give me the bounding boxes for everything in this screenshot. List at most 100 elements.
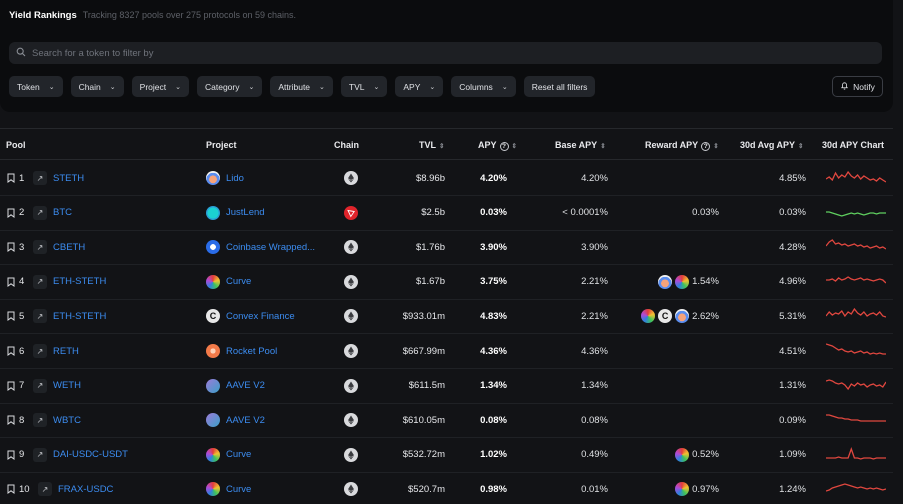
apy-value: 0.08% xyxy=(480,414,507,426)
col-chain[interactable]: Chain xyxy=(334,140,360,150)
project-link[interactable]: AAVE V2 xyxy=(206,403,265,437)
avg-30d-value: 1.31% xyxy=(779,380,806,392)
bookmark-icon[interactable] xyxy=(7,196,15,230)
table-row[interactable]: 1 ↗ STETH Lido $8.96b 4.20% 4.20% 4.85% xyxy=(0,161,893,196)
bookmark-icon[interactable] xyxy=(7,334,15,368)
bookmark-icon[interactable] xyxy=(7,472,15,504)
bookmark-icon[interactable] xyxy=(7,438,15,472)
col-base-apy[interactable]: Base APY ⇕ xyxy=(555,140,606,150)
project-link[interactable]: C Convex Finance xyxy=(206,299,295,333)
help-icon[interactable]: ? xyxy=(499,142,509,151)
project-link[interactable]: AAVE V2 xyxy=(206,369,265,403)
pool-link[interactable]: CBETH xyxy=(53,241,86,253)
pool-link[interactable]: ETH-STETH xyxy=(53,276,107,288)
project-link[interactable]: Curve xyxy=(206,438,251,472)
pool-link[interactable]: FRAX-USDC xyxy=(58,483,114,495)
chevron-down-icon: ⌄ xyxy=(248,83,255,91)
avg-30d-value: 0.03% xyxy=(779,207,806,219)
external-link-icon[interactable]: ↗ xyxy=(33,344,47,358)
sparkline-path xyxy=(826,446,886,460)
convex-icon: C xyxy=(658,309,673,324)
curve-logo xyxy=(206,274,220,289)
filter-category[interactable]: Category ⌄ xyxy=(197,76,263,97)
pool-link[interactable]: ETH-STETH xyxy=(53,310,107,322)
external-link-icon[interactable]: ↗ xyxy=(33,240,47,255)
avg-30d-value: 4.96% xyxy=(779,276,806,288)
curve-icon xyxy=(675,482,690,497)
tvl-value: $520.7m xyxy=(408,483,445,495)
table-row[interactable]: 10 ↗ FRAX-USDC Curve $520.7m 0.98% 0.01% 0.97% 1… xyxy=(0,472,893,504)
reset-filters-button[interactable]: Reset all filters xyxy=(523,76,596,97)
header: Yield Rankings Tracking 8327 pools over … xyxy=(9,10,296,21)
external-link-icon[interactable]: ↗ xyxy=(33,274,47,289)
filter-label: Chain xyxy=(78,81,101,92)
page-subtitle: Tracking 8327 pools over 275 protocols o… xyxy=(82,10,297,20)
external-link-icon[interactable]: ↗ xyxy=(38,482,52,497)
col-project[interactable]: Project xyxy=(206,140,237,150)
pool-link[interactable]: DAI-USDC-USDT xyxy=(53,449,128,461)
external-link-icon[interactable]: ↗ xyxy=(33,447,47,462)
filter-attribute[interactable]: Attribute ⌄ xyxy=(270,76,333,97)
filter-project[interactable]: Project ⌄ xyxy=(131,76,189,97)
base-apy-value: 2.21% xyxy=(581,310,608,322)
base-apy-value: 2.21% xyxy=(581,276,608,288)
sparkline-path xyxy=(826,170,886,183)
bookmark-icon[interactable] xyxy=(7,403,15,437)
curve-icon xyxy=(675,447,690,462)
ethereum-icon xyxy=(344,274,358,289)
external-link-icon[interactable]: ↗ xyxy=(33,413,47,428)
table-row[interactable]: 2 ↗ BTC JustLend $2.5b 0.03% < 0.0001% 0.03% 0.0… xyxy=(0,196,893,231)
filter-tvl[interactable]: TVL ⌄ xyxy=(340,76,388,97)
project-link[interactable]: Lido xyxy=(206,161,244,195)
col-30d-avg[interactable]: 30d Avg APY ⇕ xyxy=(740,140,803,150)
pool-link[interactable]: BTC xyxy=(53,207,72,219)
avg-30d-value: 5.31% xyxy=(779,310,806,322)
pool-link[interactable]: WETH xyxy=(53,380,81,392)
col-apy[interactable]: APY? ⇕ xyxy=(478,140,517,151)
tvl-value: $1.67b xyxy=(415,276,445,288)
external-link-icon[interactable]: ↗ xyxy=(33,205,47,220)
ethereum-icon xyxy=(344,240,358,255)
filter-chain[interactable]: Chain ⌄ xyxy=(70,76,124,97)
col-pool[interactable]: Pool xyxy=(6,140,26,150)
project-link[interactable]: JustLend xyxy=(206,196,265,230)
table-row[interactable]: 9 ↗ DAI-USDC-USDT Curve $532.72m 1.02% 0.49% 0.… xyxy=(0,438,893,473)
apy-value: 1.02% xyxy=(480,449,507,461)
sparkline-path xyxy=(826,210,886,217)
notify-button[interactable]: Notify xyxy=(832,76,883,97)
project-link[interactable]: Curve xyxy=(206,472,251,504)
search-bar[interactable] xyxy=(9,42,882,64)
rankings-table: Pool Project Chain TVL ⇕ APY? ⇕ Base APY ⇕ … xyxy=(0,128,893,504)
bookmark-icon[interactable] xyxy=(7,299,15,333)
table-row[interactable]: 3 ↗ CBETH Coinbase Wrapped... $1.76b 3.90% 3.9… xyxy=(0,230,893,266)
chevron-down-icon: ⌄ xyxy=(429,83,436,91)
table-row[interactable]: 5 ↗ ETH-STETH C Convex Finance $933.01m 4.83% 2… xyxy=(0,299,893,335)
filter-token[interactable]: Token ⌄ xyxy=(9,76,63,97)
table-row[interactable]: 7 ↗ WETH AAVE V2 $611.5m 1.34% 1.34% 1.31% xyxy=(0,369,893,404)
table-row[interactable]: 6 ↗ RETH Rocket Pool $667.99m 4.36% 4.36% 4.51% xyxy=(0,334,893,369)
external-link-icon[interactable]: ↗ xyxy=(33,171,47,185)
col-tvl-label: TVL xyxy=(419,140,436,150)
help-icon[interactable]: ? xyxy=(701,142,711,151)
external-link-icon[interactable]: ↗ xyxy=(33,378,47,393)
avg-30d-value: 1.09% xyxy=(779,449,806,461)
project-link[interactable]: Curve xyxy=(206,265,251,299)
search-input[interactable] xyxy=(32,47,852,59)
table-row[interactable]: 4 ↗ ETH-STETH Curve $1.67b 3.75% 2.21% 1.54% 4.9… xyxy=(0,265,893,300)
col-reward-apy[interactable]: Reward APY? ⇕ xyxy=(645,140,719,151)
bookmark-icon[interactable] xyxy=(7,230,15,264)
pool-link[interactable]: RETH xyxy=(53,345,79,357)
col-tvl[interactable]: TVL ⇕ xyxy=(419,140,444,150)
table-row[interactable]: 8 ↗ WBTC AAVE V2 $610.05m 0.08% 0.08% 0.09% xyxy=(0,403,893,439)
pool-link[interactable]: WBTC xyxy=(53,414,81,426)
bookmark-icon[interactable] xyxy=(7,265,15,299)
pool-link[interactable]: STETH xyxy=(53,172,85,184)
external-link-icon[interactable]: ↗ xyxy=(33,309,47,324)
bookmark-icon[interactable] xyxy=(7,161,15,195)
filter-apy[interactable]: APY ⌄ xyxy=(395,76,444,97)
project-link[interactable]: Coinbase Wrapped... xyxy=(206,230,315,264)
ethereum-icon xyxy=(344,447,358,462)
filter-columns[interactable]: Columns ⌄ xyxy=(451,76,516,97)
project-link[interactable]: Rocket Pool xyxy=(206,334,277,368)
bookmark-icon[interactable] xyxy=(7,369,15,403)
